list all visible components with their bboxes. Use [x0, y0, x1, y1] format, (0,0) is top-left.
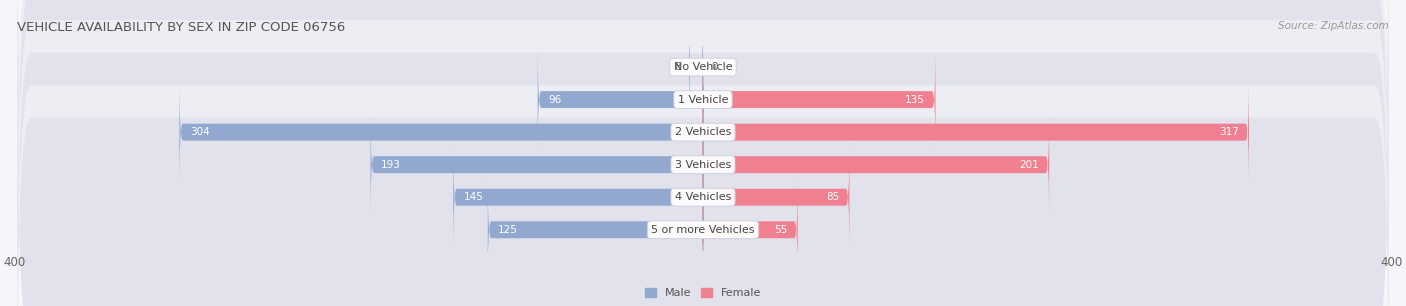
Text: 3 Vehicles: 3 Vehicles: [675, 160, 731, 170]
Text: No Vehicle: No Vehicle: [673, 62, 733, 72]
Text: 125: 125: [498, 225, 517, 235]
FancyBboxPatch shape: [703, 140, 849, 254]
FancyBboxPatch shape: [488, 173, 703, 286]
Text: 1 Vehicle: 1 Vehicle: [678, 95, 728, 105]
FancyBboxPatch shape: [703, 76, 1249, 189]
FancyBboxPatch shape: [180, 76, 703, 189]
Text: 85: 85: [825, 192, 839, 202]
FancyBboxPatch shape: [17, 49, 1389, 306]
FancyBboxPatch shape: [689, 10, 703, 124]
Text: 135: 135: [905, 95, 925, 105]
Text: 317: 317: [1219, 127, 1239, 137]
FancyBboxPatch shape: [17, 0, 1389, 281]
Text: Source: ZipAtlas.com: Source: ZipAtlas.com: [1278, 21, 1389, 32]
Legend: Male, Female: Male, Female: [641, 283, 765, 303]
Text: 2 Vehicles: 2 Vehicles: [675, 127, 731, 137]
FancyBboxPatch shape: [371, 108, 703, 221]
Text: 201: 201: [1019, 160, 1039, 170]
FancyBboxPatch shape: [703, 173, 797, 286]
Text: 193: 193: [381, 160, 401, 170]
FancyBboxPatch shape: [453, 140, 703, 254]
Text: VEHICLE AVAILABILITY BY SEX IN ZIP CODE 06756: VEHICLE AVAILABILITY BY SEX IN ZIP CODE …: [17, 21, 344, 34]
FancyBboxPatch shape: [17, 0, 1389, 215]
FancyBboxPatch shape: [17, 16, 1389, 306]
FancyBboxPatch shape: [537, 43, 703, 156]
Text: 4 Vehicles: 4 Vehicles: [675, 192, 731, 202]
FancyBboxPatch shape: [17, 0, 1389, 248]
Text: 96: 96: [548, 95, 561, 105]
Text: 145: 145: [464, 192, 484, 202]
Text: 5 or more Vehicles: 5 or more Vehicles: [651, 225, 755, 235]
Text: 8: 8: [673, 62, 681, 72]
FancyBboxPatch shape: [17, 81, 1389, 306]
Text: 304: 304: [190, 127, 209, 137]
FancyBboxPatch shape: [703, 108, 1049, 221]
Text: 55: 55: [775, 225, 787, 235]
Text: 0: 0: [711, 62, 718, 72]
FancyBboxPatch shape: [703, 43, 935, 156]
